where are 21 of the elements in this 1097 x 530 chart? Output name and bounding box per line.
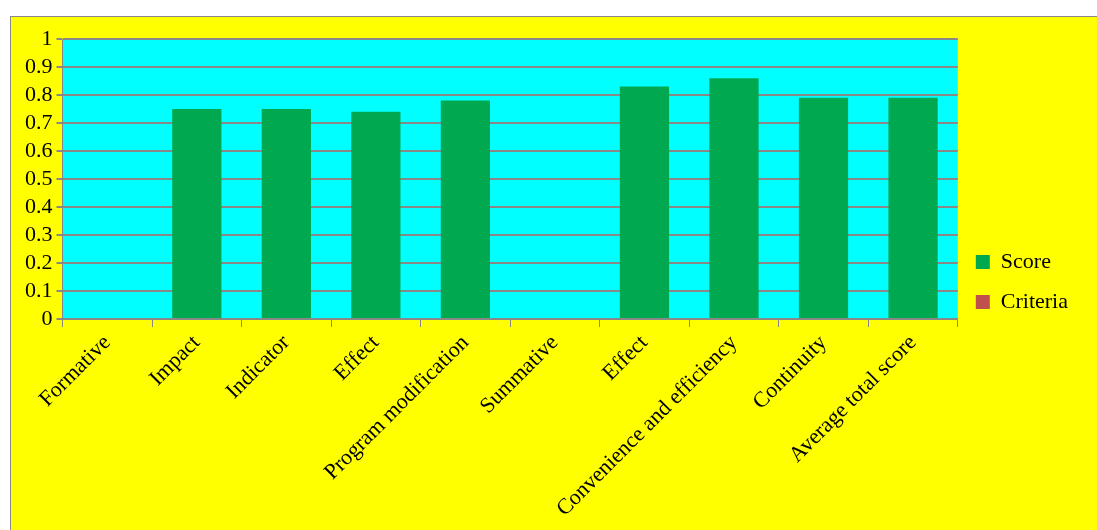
y-tick-label: 0.1 (25, 276, 53, 302)
bar (619, 86, 670, 318)
y-tick-label: 0.7 (25, 108, 53, 134)
legend-label: Score (1000, 247, 1051, 273)
bar (440, 100, 491, 318)
y-tick-label: 0.2 (25, 248, 53, 274)
y-tick-label: 0 (41, 304, 53, 330)
legend-label: Criteria (1000, 287, 1069, 313)
bar (172, 109, 222, 318)
bar (709, 78, 759, 318)
bar (798, 97, 849, 318)
y-tick-label: 0.6 (25, 136, 53, 162)
y-tick-label: 0.9 (25, 52, 53, 78)
bar (261, 109, 311, 318)
y-tick-label: 1 (41, 24, 53, 50)
y-tick-label: 0.3 (25, 220, 53, 246)
y-tick-label: 0.4 (25, 192, 53, 218)
bar (888, 97, 938, 318)
y-tick-label: 0.5 (25, 164, 53, 190)
y-tick-label: 0.8 (25, 80, 53, 106)
bar (351, 111, 401, 318)
